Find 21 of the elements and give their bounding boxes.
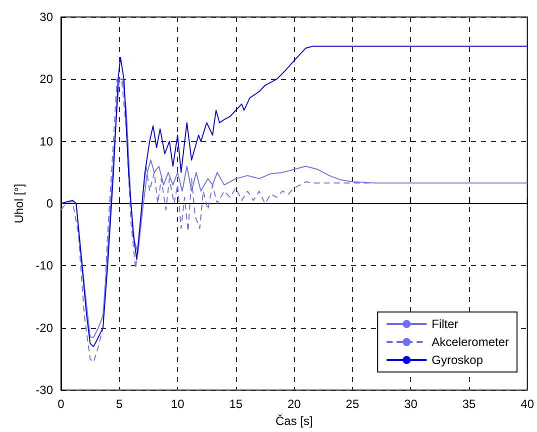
- x-tick-label: 10: [170, 397, 185, 412]
- y-tick-label: 10: [40, 134, 54, 148]
- legend-label: Gyroskop: [432, 353, 484, 367]
- x-axis-title: Čas [s]: [275, 414, 313, 428]
- y-tick-label: -30: [36, 383, 54, 398]
- y-tick-label: -10: [36, 258, 54, 273]
- x-tick-label: 35: [462, 397, 476, 412]
- legend-label: Akcelerometer: [432, 335, 510, 349]
- x-tick-label: 25: [346, 397, 360, 412]
- x-tick-label: 0: [58, 397, 65, 412]
- y-axis-title: Uhol [°]: [12, 184, 26, 224]
- x-tick-label: 15: [229, 397, 243, 412]
- x-tick-label: 5: [116, 397, 123, 412]
- x-tick-label: 20: [287, 397, 302, 412]
- y-tick-label: 0: [46, 196, 54, 211]
- x-tick-label: 30: [404, 397, 418, 412]
- y-tick-label: 30: [40, 10, 54, 24]
- y-tick-label: 20: [40, 72, 54, 86]
- legend-label: Filter: [432, 317, 458, 331]
- y-tick-label: -20: [36, 320, 54, 335]
- x-tick-label: 40: [520, 397, 534, 412]
